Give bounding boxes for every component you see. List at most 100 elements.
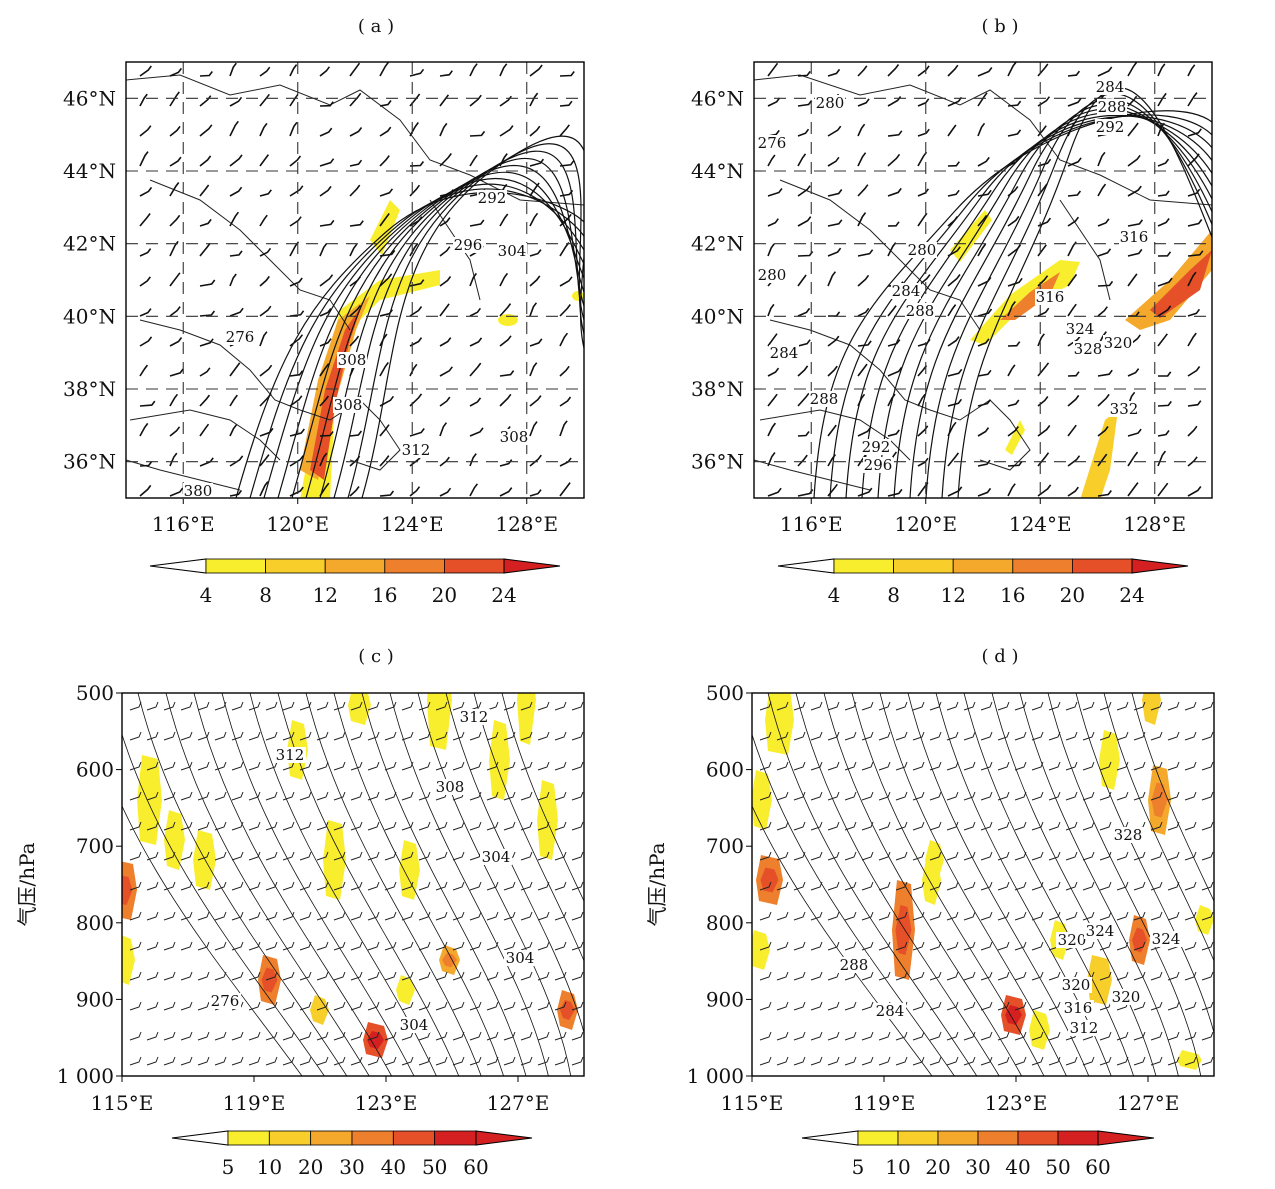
- contour-line: [501, 693, 584, 903]
- wind-barb: [997, 821, 1010, 831]
- wind-barb: [537, 761, 550, 771]
- plot-area: [126, 62, 584, 498]
- wind-barb: [827, 941, 840, 951]
- wind-barb: [333, 911, 346, 921]
- wind-barb: [1157, 371, 1172, 377]
- shaded-region: [895, 905, 912, 955]
- border-line: [1059, 199, 1111, 301]
- wind-barb: [486, 911, 499, 921]
- wind-barb: [571, 1056, 584, 1066]
- wind-barb: [797, 216, 812, 227]
- wind-barb: [537, 971, 550, 981]
- wind-barb: [767, 62, 779, 77]
- wind-barb: [384, 1031, 397, 1041]
- contour-label-bg: [183, 483, 213, 499]
- contour-label-bg: [453, 237, 483, 253]
- wind-barb: [861, 821, 874, 831]
- colorbar-a: 4 8 12 16 20 24: [149, 558, 561, 607]
- wind-barb: [379, 188, 394, 197]
- wind-barb: [1099, 731, 1112, 741]
- wind-barb: [912, 941, 925, 951]
- wind-barb: [469, 941, 482, 951]
- panel-a: ( a ) 116°E 120°E 124°E 128°E 46°N 44°N 42°N 40°…: [63, 16, 585, 536]
- contour-line: [333, 693, 504, 1076]
- contour-label: 292: [478, 189, 507, 207]
- wind-barb: [559, 482, 571, 497]
- panel-title: ( c ): [358, 646, 394, 667]
- wind-barb: [486, 821, 499, 831]
- wind-barb: [367, 761, 380, 771]
- wind-barb: [1007, 460, 1023, 467]
- panel-b: ( b ) 116°E 120°E 124°E 128°E 46°N 44°N 42°N 40°…: [691, 16, 1213, 536]
- wind-barb: [299, 1031, 312, 1041]
- wind-barb: [827, 189, 843, 197]
- wind-barb: [520, 821, 533, 831]
- wind-barb: [980, 911, 993, 921]
- wind-barb: [1099, 1031, 1112, 1041]
- y-tick-label: 40°N: [63, 304, 116, 328]
- wind-barb: [1184, 911, 1197, 921]
- wind-barb: [319, 219, 335, 227]
- wind-barb: [1031, 821, 1044, 831]
- wind-barb: [349, 486, 360, 497]
- wind-barb: [401, 971, 414, 981]
- wind-barb: [520, 881, 533, 891]
- wind-barb: [793, 731, 806, 741]
- wind-barb: [912, 911, 925, 921]
- wind-barb: [797, 128, 810, 137]
- wind-barb: [384, 851, 397, 861]
- wind-barb: [559, 304, 571, 317]
- wind-barb: [1037, 158, 1052, 167]
- wind-barb: [197, 941, 210, 951]
- contour-label: 284: [1096, 78, 1125, 96]
- contour-label-bg: [209, 993, 241, 1009]
- contour-label: 308: [338, 351, 367, 369]
- wind-barb: [554, 791, 567, 801]
- wind-barb: [229, 186, 243, 197]
- wind-barb: [1157, 251, 1172, 257]
- wind-barb: [299, 971, 312, 981]
- wind-barb: [827, 1056, 840, 1066]
- wind-barb: [350, 701, 363, 711]
- wind-barb: [529, 489, 542, 497]
- wind-barb: [571, 941, 584, 951]
- wind-barb: [248, 821, 261, 831]
- colorbar-tip: [171, 1130, 229, 1146]
- wind-barb: [878, 971, 891, 981]
- wind-barb: [146, 791, 159, 801]
- wind-barb: [499, 459, 513, 467]
- wind-barb: [554, 701, 567, 711]
- wind-barb: [1116, 971, 1129, 981]
- wind-barb: [139, 308, 152, 317]
- wind-barb: [199, 218, 212, 227]
- wind-barb: [977, 122, 986, 137]
- wind-barb: [231, 791, 244, 801]
- colorbar-tip: [801, 1130, 859, 1146]
- wind-barb: [289, 455, 304, 467]
- wind-barb: [963, 941, 976, 951]
- wind-barb: [537, 1056, 550, 1066]
- wind-barb: [169, 214, 181, 227]
- wind-barb: [169, 368, 184, 377]
- shaded-region: [122, 935, 135, 985]
- wind-barb: [486, 701, 499, 711]
- wind-barb: [878, 701, 891, 711]
- wind-barb: [1014, 791, 1027, 801]
- wind-barb: [503, 731, 516, 741]
- wind-barb: [129, 911, 142, 921]
- wind-barb: [1099, 851, 1112, 861]
- wind-barb: [229, 96, 243, 107]
- contour-label: 276: [758, 134, 787, 152]
- wind-barb: [1037, 244, 1047, 257]
- wind-barb: [827, 881, 840, 891]
- wind-barb: [418, 971, 431, 981]
- wind-barb: [559, 100, 573, 107]
- wind-barb: [797, 339, 811, 347]
- wind-barb: [265, 851, 278, 861]
- wind-barb: [265, 821, 278, 831]
- wind-barb: [180, 1031, 193, 1041]
- wind-barb: [180, 1056, 193, 1066]
- wind-barb: [980, 1031, 993, 1041]
- contour-line: [445, 693, 584, 1035]
- wind-barb: [759, 911, 772, 921]
